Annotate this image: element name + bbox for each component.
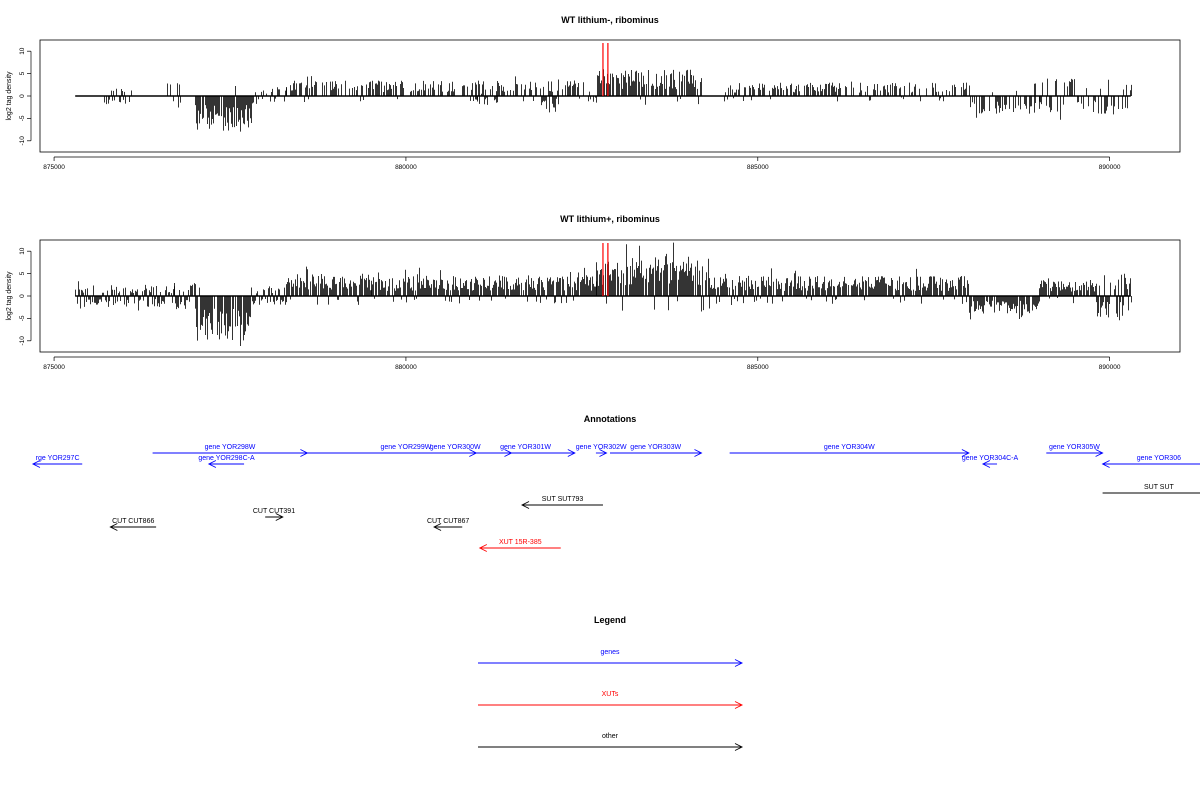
annotation-feature: gene YOR303W: [610, 444, 703, 457]
annotation-feature: gene YOR304W: [729, 444, 970, 457]
x-axis: 875000 880000 885000 890000: [43, 356, 1121, 371]
arrow-head: [521, 501, 530, 509]
annotation-feature: gene YOR306: [1101, 455, 1200, 468]
legend-label: genes: [600, 649, 620, 656]
panel-title: WT lithium+, ribominus: [560, 214, 660, 224]
y-tick-label: -5: [19, 315, 26, 321]
annotation-feature: gene YOR301W: [476, 444, 576, 457]
legend-entry: other: [478, 733, 744, 751]
arrow-head: [1095, 449, 1104, 457]
x-tick-label: 880000: [395, 364, 417, 371]
y-axis-label: log2 tag density: [6, 71, 13, 121]
annotation-label: SUT SUT: [1144, 484, 1175, 491]
legend-entries: genes XUTs other: [478, 649, 744, 751]
annotation-feature: SUT SUT: [1102, 484, 1200, 494]
y-axis-label: log2 tag density: [6, 271, 13, 321]
y-tick-label: 10: [19, 247, 26, 255]
x-tick-label: 880000: [395, 164, 417, 171]
annotation-feature: gene YOR302W: [576, 444, 627, 457]
arrow-head: [734, 743, 744, 751]
arrow-head: [734, 701, 744, 709]
annotation-feature: CUT CUT866: [109, 518, 157, 531]
arrow-head: [1101, 460, 1110, 468]
annotation-label: gene YOR306: [1137, 455, 1181, 462]
y-tick-label: 5: [19, 271, 26, 275]
x-tick-label: 885000: [747, 364, 769, 371]
arrow-head: [275, 513, 284, 521]
annotation-label: gene YOR301W: [500, 444, 551, 451]
annotation-label: gene YOR304W: [824, 444, 875, 451]
annotation-features: rge YOR297C gene YOR298W gene YOR298C-A gen…: [31, 444, 1200, 552]
arrow-head: [734, 659, 744, 667]
annotation-label: SUT SUT793: [542, 496, 584, 503]
annotation-feature: gene YOR304C-A: [962, 455, 1019, 468]
y-tick-label: 0: [19, 94, 26, 98]
y-tick-label: -10: [19, 136, 26, 146]
y-tick-label: -10: [19, 336, 26, 346]
y-axis: 10 5 0 -5 -10: [19, 47, 32, 146]
x-tick-label: 875000: [43, 164, 65, 171]
x-tick-label: 875000: [43, 364, 65, 371]
legend-entry: XUTs: [478, 691, 744, 709]
annotation-label: gene YOR299W: [380, 444, 431, 451]
annotation-feature: gene YOR298C-A: [198, 455, 255, 468]
arrow-head: [109, 523, 118, 531]
annotation-label: CUT CUT391: [253, 508, 295, 515]
plot-frame: [39, 39, 1181, 153]
arrow-head: [599, 449, 608, 457]
annotation-label: gene YOR302W: [576, 444, 627, 451]
plot-frame: [39, 239, 1181, 353]
annotation-label: gene YOR298C-A: [198, 455, 255, 462]
annotation-label: CUT CUT866: [112, 518, 154, 525]
annotation-label: gene YOR298W: [205, 444, 256, 451]
annotation-feature: CUT CUT867: [427, 518, 469, 531]
density-bars: [75, 242, 1132, 347]
annotation-label: rge YOR297C: [36, 455, 80, 462]
arrow-head: [961, 449, 970, 457]
arrow-head: [31, 460, 41, 468]
annotations-panel: Annotations rge YOR297C gene YOR298W gene …: [31, 414, 1200, 552]
arrow-head: [567, 449, 576, 457]
annotation-feature: gene YOR300W: [430, 444, 481, 457]
arrow-head: [694, 449, 703, 457]
y-tick-label: -5: [19, 115, 26, 121]
x-tick-label: 890000: [1099, 364, 1121, 371]
y-axis: 10 5 0 -5 -10: [19, 247, 32, 346]
annotation-feature: XUT 15R-385: [478, 539, 561, 552]
legend-entry: genes: [478, 649, 744, 667]
annotation-label: gene YOR300W: [430, 444, 481, 451]
annotation-label: CUT CUT867: [427, 518, 469, 525]
arrow-head: [433, 523, 442, 531]
arrow-head: [469, 449, 478, 457]
arrow-head: [207, 460, 217, 468]
annotation-label: gene YOR303W: [630, 444, 681, 451]
legend-title: Legend: [594, 615, 626, 625]
track-panel-lithium-minus: WT lithium-, ribominus log2 tag density …: [6, 15, 1181, 171]
legend-label: XUTs: [602, 691, 619, 698]
panel-title: WT lithium-, ribominus: [561, 15, 659, 25]
y-tick-label: 5: [19, 71, 26, 75]
annotation-feature: CUT CUT391: [253, 508, 295, 521]
annotation-label: gene YOR305W: [1049, 444, 1100, 451]
annotations-title: Annotations: [584, 414, 637, 424]
annotation-feature: SUT SUT793: [521, 496, 603, 509]
arrow-head: [981, 460, 991, 468]
y-tick-label: 10: [19, 47, 26, 55]
annotation-feature: rge YOR297C: [31, 455, 83, 468]
annotation-label: XUT 15R-385: [499, 539, 542, 546]
arrow-head: [478, 544, 488, 552]
y-tick-label: 0: [19, 294, 26, 298]
annotation-label: gene YOR304C-A: [962, 455, 1019, 462]
x-axis: 875000 880000 885000 890000: [43, 156, 1121, 171]
annotation-feature: gene YOR305W: [1046, 444, 1104, 457]
x-tick-label: 890000: [1099, 164, 1121, 171]
x-tick-label: 885000: [747, 164, 769, 171]
track-panel-lithium-plus: WT lithium+, ribominus log2 tag density …: [6, 214, 1181, 371]
legend-label: other: [602, 733, 619, 740]
density-bars: [75, 43, 1132, 132]
legend: Legend genes XUTs other: [478, 615, 744, 751]
